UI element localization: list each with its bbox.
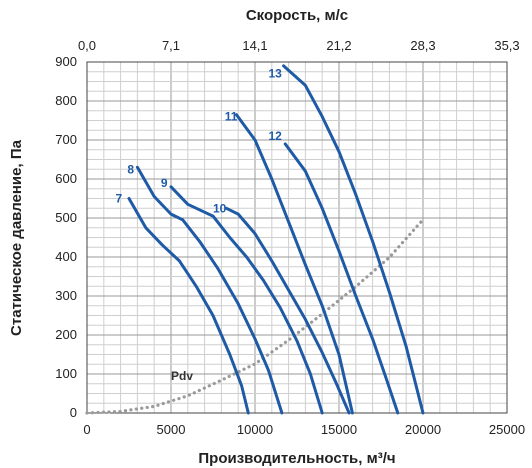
top-axis-title: Скорость, м/с xyxy=(246,7,348,24)
series-curve-13 xyxy=(282,64,425,415)
x-tick-label: 0 xyxy=(83,422,90,437)
top-tick-label: 14,1 xyxy=(242,38,267,53)
series-curve-12 xyxy=(283,142,400,415)
top-tick-label: 21,2 xyxy=(326,38,351,53)
x-tick-label: 10000 xyxy=(237,422,273,437)
x-tick-label: 20000 xyxy=(405,422,441,437)
x-tick-label: 15000 xyxy=(321,422,357,437)
series-curve-9 xyxy=(169,185,324,415)
top-tick-label: 7,1 xyxy=(162,38,180,53)
series-curve-8 xyxy=(135,165,284,415)
y-tick-label: 400 xyxy=(55,249,77,264)
x-axis-title: Производительность, м³/ч xyxy=(198,450,395,467)
y-tick-label: 100 xyxy=(55,366,77,381)
x-tick-label: 25000 xyxy=(489,422,525,437)
series-curve-10 xyxy=(224,206,351,415)
top-tick-label: 28,3 xyxy=(410,38,435,53)
y-tick-label: 500 xyxy=(55,210,77,225)
series-label-9: 9 xyxy=(161,176,168,190)
pdv-curve-group: Pdv xyxy=(85,218,425,415)
series-label-7: 7 xyxy=(116,192,123,206)
series-label-13: 13 xyxy=(268,67,282,81)
y-tick-label: 300 xyxy=(55,288,77,303)
top-tick-label: 0,0 xyxy=(78,38,96,53)
y-tick-label: 700 xyxy=(55,132,77,147)
top-axis: 0,0 7,1 14,1 21,2 28,3 35,3 xyxy=(78,38,520,53)
y-tick-label: 0 xyxy=(70,405,77,420)
x-tick-label: 5000 xyxy=(157,422,186,437)
plot-frame xyxy=(86,61,508,414)
grid xyxy=(87,62,507,413)
pdv-label: Pdv xyxy=(171,369,193,383)
y-axis: 0 100 200 300 400 500 600 700 800 900 xyxy=(55,54,77,420)
y-tick-label: 800 xyxy=(55,93,77,108)
series-group: 7 8 9 10 11 12 13 xyxy=(116,64,425,415)
series-label-11: 11 xyxy=(225,110,238,124)
y-axis-title: Статическое давление, Па xyxy=(8,139,25,336)
y-tick-label: 900 xyxy=(55,54,77,69)
y-tick-label: 600 xyxy=(55,171,77,186)
series-curve-7 xyxy=(127,197,250,415)
series-label-8: 8 xyxy=(127,162,134,176)
y-tick-label: 200 xyxy=(55,327,77,342)
pdv-curve xyxy=(85,218,425,415)
x-axis: 0 5000 10000 15000 20000 25000 xyxy=(83,422,525,437)
top-tick-label: 35,3 xyxy=(494,38,519,53)
series-curve-11 xyxy=(235,113,354,415)
series-label-10: 10 xyxy=(213,201,227,215)
series-label-12: 12 xyxy=(268,129,282,143)
